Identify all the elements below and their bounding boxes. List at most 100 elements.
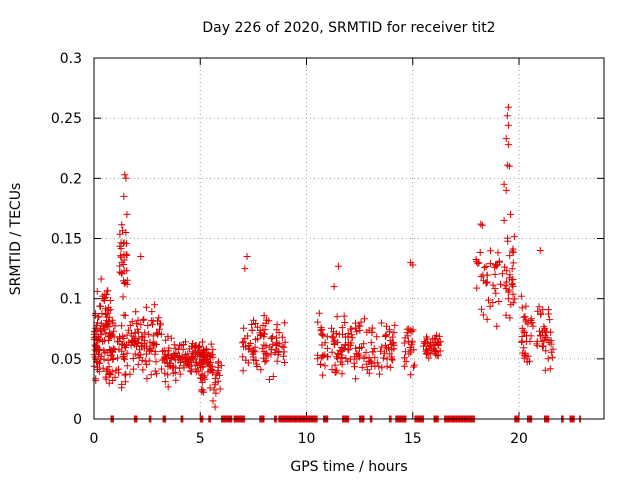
data-point <box>321 362 329 370</box>
chart-title: Day 226 of 2020, SRMTID for receiver tit… <box>202 20 495 36</box>
data-point <box>252 320 260 327</box>
data-point <box>508 265 516 273</box>
data-point <box>403 329 411 337</box>
data-point <box>259 322 267 329</box>
data-point <box>116 252 124 260</box>
data-point <box>356 344 363 352</box>
data-point <box>383 355 391 363</box>
data-point <box>502 186 510 194</box>
data-point <box>123 362 131 370</box>
data-point <box>240 324 248 332</box>
data-point <box>211 379 219 387</box>
data-point <box>96 360 103 367</box>
data-point <box>504 121 512 129</box>
data-point <box>505 162 513 170</box>
data-point <box>368 329 376 336</box>
data-point <box>280 348 288 356</box>
data-point <box>491 285 499 293</box>
data-point <box>114 338 121 346</box>
x-axis-label: GPS time / hours <box>290 459 407 475</box>
data-point <box>436 347 444 355</box>
data-point <box>144 322 152 329</box>
data-point <box>330 283 338 291</box>
data-point <box>361 315 368 323</box>
data-point <box>258 344 266 352</box>
data-point <box>214 359 222 367</box>
data-point <box>433 352 441 360</box>
data-point <box>149 332 157 340</box>
data-point <box>111 322 119 330</box>
data-point <box>104 287 112 295</box>
data-point <box>535 303 543 311</box>
data-point <box>521 313 529 321</box>
data-point <box>344 341 352 349</box>
data-point <box>134 325 142 333</box>
data-point <box>353 355 361 363</box>
data-point <box>391 321 399 329</box>
data-point <box>339 331 346 338</box>
data-point <box>371 362 379 370</box>
data-point <box>93 335 101 343</box>
data-point <box>154 330 161 338</box>
data-point <box>199 363 207 371</box>
data-point <box>317 360 324 368</box>
data-point <box>116 333 123 341</box>
data-point <box>161 353 169 361</box>
data-point <box>536 247 544 254</box>
data-point <box>494 249 502 257</box>
data-point <box>547 328 555 336</box>
data-point <box>105 319 113 327</box>
data-point <box>425 354 433 362</box>
data-point <box>95 368 103 376</box>
data-point <box>520 344 528 352</box>
data-point <box>185 345 193 353</box>
data-point <box>105 371 113 379</box>
data-point <box>96 324 104 332</box>
data-point <box>402 358 410 366</box>
data-point <box>103 349 111 357</box>
data-point <box>149 320 156 328</box>
data-point <box>126 370 134 378</box>
data-point <box>388 353 396 361</box>
data-point <box>200 388 208 396</box>
data-point <box>101 294 109 301</box>
data-point <box>146 338 154 346</box>
data-point <box>504 295 512 303</box>
data-point <box>382 331 390 339</box>
data-point <box>388 346 396 354</box>
data-point <box>334 350 342 358</box>
data-point <box>102 321 110 329</box>
data-point <box>131 338 139 345</box>
data-point <box>509 248 517 256</box>
data-point <box>115 369 123 377</box>
data-point <box>363 366 371 374</box>
data-point <box>106 329 114 337</box>
data-point <box>328 348 336 356</box>
data-point <box>216 385 224 393</box>
data-point <box>248 326 256 334</box>
data-point <box>176 370 184 378</box>
data-point <box>122 229 130 236</box>
data-point <box>212 389 220 397</box>
data-point <box>323 353 331 361</box>
data-point <box>522 352 530 360</box>
data-point <box>503 112 511 120</box>
data-point <box>538 337 546 345</box>
data-point <box>338 370 346 378</box>
data-point <box>407 371 415 379</box>
data-point <box>152 341 160 348</box>
data-point <box>480 264 488 272</box>
data-point <box>495 298 503 305</box>
data-point <box>260 341 268 349</box>
data-point <box>483 278 491 286</box>
data-point <box>175 364 183 372</box>
data-point <box>493 261 501 269</box>
data-point <box>207 366 214 374</box>
data-point <box>99 364 107 372</box>
data-point <box>121 371 129 379</box>
data-point <box>94 337 102 345</box>
data-point <box>529 322 537 330</box>
data-point <box>120 311 128 319</box>
data-point <box>195 344 203 352</box>
data-point <box>506 271 514 279</box>
